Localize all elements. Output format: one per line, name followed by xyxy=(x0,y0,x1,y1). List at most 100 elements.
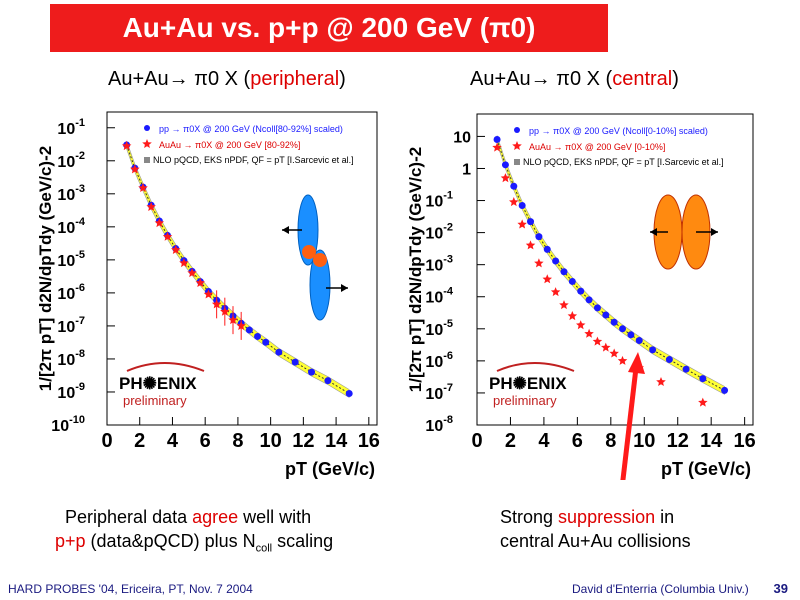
auau-data-point xyxy=(162,231,173,241)
x-tick-label: 4 xyxy=(538,430,550,452)
x-tick-label: 6 xyxy=(572,430,583,452)
auau-data-point xyxy=(492,142,502,152)
auau-data-point xyxy=(559,300,569,310)
preliminary-label: preliminary xyxy=(123,393,187,408)
auau-data-point xyxy=(228,315,238,325)
pp-data-point xyxy=(275,348,283,356)
y-tick-label: 10-8 xyxy=(57,348,85,369)
auau-data-point xyxy=(517,219,527,229)
phenix-logo-arc xyxy=(126,362,205,372)
pp-data-point xyxy=(501,161,509,169)
pp-data-point xyxy=(552,257,560,265)
x-tick-label: 14 xyxy=(325,430,348,452)
pp-data-point xyxy=(510,182,518,190)
y-tick-label: 10-10 xyxy=(51,414,85,435)
auau-data-point xyxy=(550,287,561,297)
central-arrow-left-head xyxy=(650,228,657,236)
x-axis-label: pT (GeV/c) xyxy=(285,459,375,479)
y-tick-label: 10-4 xyxy=(425,286,453,307)
phenix-logo-arc xyxy=(496,362,575,372)
auau-data-point xyxy=(154,218,165,228)
y-tick-label: 10-1 xyxy=(425,190,453,211)
x-tick-label: 10 xyxy=(633,430,655,452)
x-tick-label: 14 xyxy=(700,430,723,452)
auau-data-point xyxy=(146,202,156,211)
pp-data-point xyxy=(619,325,627,333)
y-tick-label: 10-5 xyxy=(57,249,85,270)
y-tick-label: 1 xyxy=(462,161,471,178)
legend-auau-label: AuAu → π0X @ 200 GeV [0-10%] xyxy=(529,142,665,152)
y-axis-label: 1/[2π pT] d2N/dpTdy (GeV/c)-2 xyxy=(406,147,425,392)
auau-data-point xyxy=(584,328,594,338)
legend-auau-label: AuAu → π0X @ 200 GeV [80-92%] xyxy=(159,140,300,150)
pp-data-point xyxy=(568,277,576,285)
x-tick-label: 6 xyxy=(200,430,211,452)
pp-data-point xyxy=(577,287,585,295)
pp-data-point xyxy=(262,338,270,346)
pp-data-point xyxy=(610,318,618,326)
x-tick-label: 0 xyxy=(471,430,482,452)
auau-data-point xyxy=(509,197,519,207)
right-panel-heading: Au+Au→ π0 X (central) xyxy=(470,68,679,90)
y-tick-label: 10 xyxy=(453,129,471,146)
x-tick-label: 8 xyxy=(605,430,616,452)
legend-pp-label: pp → π0X @ 200 GeV (Ncoll[0-10%] scaled) xyxy=(529,126,708,136)
y-tick-label: 10-8 xyxy=(425,414,453,435)
auau-data-point xyxy=(195,278,205,287)
footer-left: HARD PROBES '04, Ericeira, PT, Nov. 7 20… xyxy=(8,582,253,596)
auau-data-point xyxy=(567,311,578,321)
auau-data-point xyxy=(203,289,214,299)
auau-data-point xyxy=(601,342,611,352)
left-caption: Peripheral data agree well with p+p (dat… xyxy=(55,507,334,555)
y-tick-label: 10-9 xyxy=(57,381,85,402)
footer-right: David d'Enterria (Columbia Univ.) xyxy=(572,582,749,596)
peripheral-arrow-left-head xyxy=(282,226,289,234)
y-tick-label: 10-6 xyxy=(57,282,85,303)
pp-data-point xyxy=(493,136,501,144)
suppression-arrow-head xyxy=(628,352,645,374)
peripheral-spectrum-chart: 0 2 4 6 8 10 12 14 16 10-1 10-2 10-3 10-4 10-5 10-6 10-… xyxy=(36,111,380,479)
legend-pqcd-marker xyxy=(144,157,150,163)
auau-data-point xyxy=(500,173,511,183)
pp-data-point xyxy=(649,346,657,354)
preliminary-label: preliminary xyxy=(493,393,557,408)
auau-data-point xyxy=(698,397,708,407)
peripheral-arrow-right-head xyxy=(341,284,348,292)
pp-data-point xyxy=(721,386,729,394)
pp-data-point xyxy=(527,218,535,226)
y-axis-label: 1/[2π pT] d2N/dpTdy (GeV/c)-2 xyxy=(36,146,55,391)
y-tick-label: 10-2 xyxy=(57,150,85,171)
y-tick-label: 10-7 xyxy=(425,382,453,403)
y-tick-label: 10-3 xyxy=(425,254,453,275)
pp-data-point xyxy=(699,375,707,383)
x-tick-label: 12 xyxy=(292,430,314,452)
pp-data-point xyxy=(627,331,635,339)
phenix-logo: PH✺ENIX xyxy=(119,374,197,393)
auau-data-point xyxy=(542,274,552,284)
x-axis-label: pT (GeV/c) xyxy=(661,459,751,479)
pp-data-point xyxy=(291,358,299,366)
pp-data-point xyxy=(602,311,610,319)
auau-data-point xyxy=(220,306,230,316)
legend-auau-marker xyxy=(142,139,152,148)
x-tick-label: 4 xyxy=(167,430,179,452)
x-tick-label: 8 xyxy=(232,430,243,452)
pp-data-point xyxy=(535,233,543,241)
x-tick-label: 16 xyxy=(358,430,380,452)
legend-pp-marker xyxy=(514,127,520,133)
auau-data-point xyxy=(138,183,148,192)
auau-data-point xyxy=(187,268,197,278)
suppression-arrow-shaft xyxy=(620,367,639,480)
auau-data-point xyxy=(171,244,181,254)
pp-data-point xyxy=(585,296,593,304)
y-tick-label: 10-4 xyxy=(57,216,85,237)
legend-pqcd-label: NLO pQCD, EKS nPDF, QF = pT [I.Sarcevic … xyxy=(153,155,354,165)
pp-data-point xyxy=(682,365,690,373)
auau-data-point xyxy=(130,164,140,174)
pp-data-point xyxy=(345,389,353,397)
pp-data-point xyxy=(324,377,332,385)
pp-data-point xyxy=(635,337,643,345)
auau-data-point xyxy=(211,299,222,309)
pp-data-point xyxy=(543,245,551,253)
slide-title: Au+Au vs. p+p @ 200 GeV (π0) xyxy=(122,12,536,43)
